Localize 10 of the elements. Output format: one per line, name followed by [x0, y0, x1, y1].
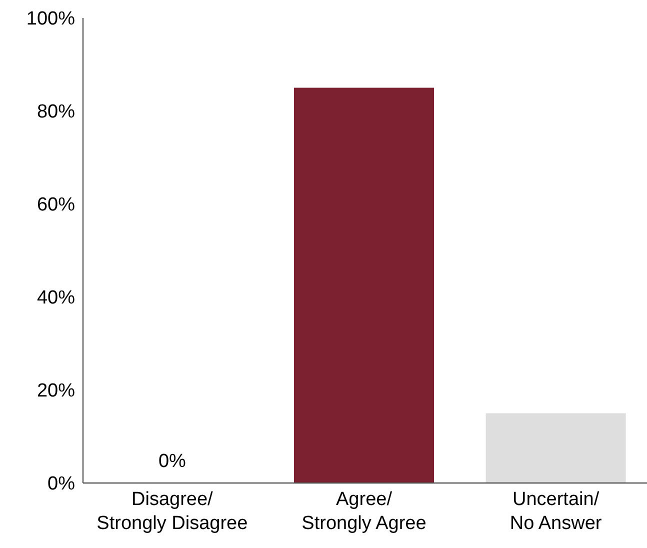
y-tick-label: 100%	[26, 8, 76, 30]
y-tick-label: 40%	[36, 288, 76, 309]
y-tick-label: 80%	[36, 102, 76, 123]
y-tick-label: 0%	[48, 474, 76, 495]
x-tick-label: Uncertain/ No Answer	[510, 489, 602, 534]
data-label: 0%	[158, 451, 186, 472]
y-tick-label: 60%	[36, 194, 76, 216]
x-tick-label: Agree/ Strongly Agree	[302, 489, 426, 534]
y-tick-label: 20%	[36, 380, 76, 402]
x-tick-label: Disagree/ Strongly Disagree	[96, 489, 248, 534]
